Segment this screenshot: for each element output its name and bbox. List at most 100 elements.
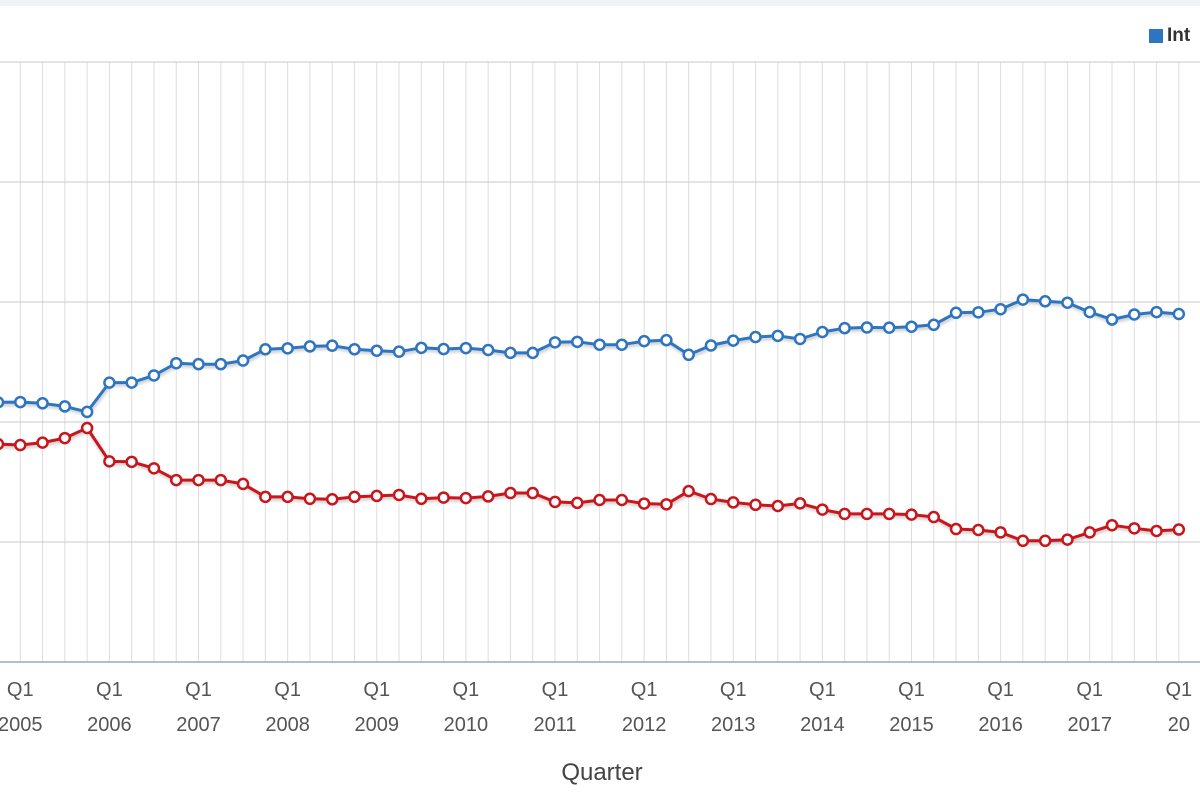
data-point[interactable] xyxy=(459,341,473,355)
data-point[interactable] xyxy=(169,473,183,487)
data-point[interactable] xyxy=(860,507,874,521)
data-point[interactable] xyxy=(615,493,629,507)
data-point[interactable] xyxy=(726,496,740,509)
data-point[interactable] xyxy=(103,455,116,468)
data-point[interactable] xyxy=(726,334,740,347)
data-point[interactable] xyxy=(972,306,985,319)
data-point[interactable] xyxy=(325,493,339,506)
data-point[interactable] xyxy=(169,356,183,370)
data-point[interactable] xyxy=(660,333,673,347)
data-point[interactable] xyxy=(1105,313,1119,326)
data-point[interactable] xyxy=(1172,523,1186,536)
data-point[interactable] xyxy=(816,503,829,516)
data-point[interactable] xyxy=(504,486,517,500)
data-point[interactable] xyxy=(36,397,49,410)
data-point[interactable] xyxy=(905,320,918,333)
data-point[interactable] xyxy=(303,340,317,353)
data-point[interactable] xyxy=(682,348,695,362)
data-point[interactable] xyxy=(571,496,584,510)
data-point[interactable] xyxy=(1038,534,1052,548)
data-point[interactable] xyxy=(281,490,294,504)
data-point[interactable] xyxy=(637,334,651,348)
data-point[interactable] xyxy=(816,325,829,339)
data-point[interactable] xyxy=(147,462,161,475)
data-point[interactable] xyxy=(771,329,785,343)
legend[interactable]: Int xyxy=(1148,24,1190,48)
data-point[interactable] xyxy=(1083,526,1096,539)
data-point[interactable] xyxy=(593,493,606,507)
data-point[interactable] xyxy=(571,335,584,349)
data-point[interactable] xyxy=(0,396,5,409)
data-point[interactable] xyxy=(548,336,562,349)
data-point[interactable] xyxy=(1172,307,1186,321)
data-point[interactable] xyxy=(927,318,941,332)
data-point[interactable] xyxy=(972,523,985,537)
data-point[interactable] xyxy=(14,438,27,452)
data-point[interactable] xyxy=(80,405,94,419)
data-point[interactable] xyxy=(259,343,272,356)
data-point[interactable] xyxy=(348,343,361,356)
data-point[interactable] xyxy=(281,342,294,355)
data-point[interactable] xyxy=(704,492,718,506)
data-point[interactable] xyxy=(637,497,651,510)
data-point[interactable] xyxy=(325,339,339,352)
data-point[interactable] xyxy=(1128,308,1141,321)
data-point[interactable] xyxy=(882,507,896,521)
data-point[interactable] xyxy=(1016,293,1030,306)
data-point[interactable] xyxy=(1083,305,1096,319)
data-point[interactable] xyxy=(771,499,785,513)
data-point[interactable] xyxy=(192,357,205,371)
data-point[interactable] xyxy=(749,330,762,344)
data-point[interactable] xyxy=(1061,296,1074,309)
data-point[interactable] xyxy=(526,486,539,500)
data-point[interactable] xyxy=(860,321,874,334)
data-point[interactable] xyxy=(236,477,250,491)
data-point[interactable] xyxy=(481,343,495,357)
data-point[interactable] xyxy=(0,438,5,451)
data-point[interactable] xyxy=(303,492,317,506)
data-point[interactable] xyxy=(36,436,49,449)
data-point[interactable] xyxy=(103,376,116,389)
data-point[interactable] xyxy=(1061,533,1074,546)
data-point[interactable] xyxy=(415,341,428,355)
data-point[interactable] xyxy=(370,344,384,357)
data-point[interactable] xyxy=(459,491,473,505)
data-point[interactable] xyxy=(125,455,138,469)
data-point[interactable] xyxy=(437,491,450,504)
data-point[interactable] xyxy=(949,522,963,536)
data-point[interactable] xyxy=(1150,305,1163,319)
data-point[interactable] xyxy=(994,526,1007,539)
data-point[interactable] xyxy=(927,510,941,524)
data-point[interactable] xyxy=(58,431,72,445)
data-point[interactable] xyxy=(415,492,428,506)
data-point[interactable] xyxy=(236,354,250,367)
data-point[interactable] xyxy=(1105,518,1119,532)
data-point[interactable] xyxy=(348,490,361,504)
data-point[interactable] xyxy=(147,369,161,382)
data-point[interactable] xyxy=(259,490,272,504)
data-point[interactable] xyxy=(392,488,406,502)
data-point[interactable] xyxy=(1038,295,1052,308)
data-point[interactable] xyxy=(882,321,896,334)
data-point[interactable] xyxy=(437,342,450,356)
data-point[interactable] xyxy=(1128,522,1141,535)
data-point[interactable] xyxy=(660,498,673,511)
data-point[interactable] xyxy=(793,497,807,510)
data-point[interactable] xyxy=(749,498,762,512)
data-point[interactable] xyxy=(793,332,807,346)
data-point[interactable] xyxy=(214,473,228,487)
data-point[interactable] xyxy=(58,400,72,413)
data-point[interactable] xyxy=(370,489,384,503)
data-point[interactable] xyxy=(192,473,205,487)
data-point[interactable] xyxy=(838,507,851,521)
data-point[interactable] xyxy=(682,484,695,498)
data-point[interactable] xyxy=(214,357,228,371)
data-point[interactable] xyxy=(1150,524,1163,538)
data-point[interactable] xyxy=(125,376,138,389)
data-point[interactable] xyxy=(14,395,27,409)
data-point[interactable] xyxy=(905,508,918,521)
data-point[interactable] xyxy=(504,346,517,360)
data-point[interactable] xyxy=(615,338,629,351)
data-point[interactable] xyxy=(392,345,406,358)
data-point[interactable] xyxy=(1016,534,1030,548)
